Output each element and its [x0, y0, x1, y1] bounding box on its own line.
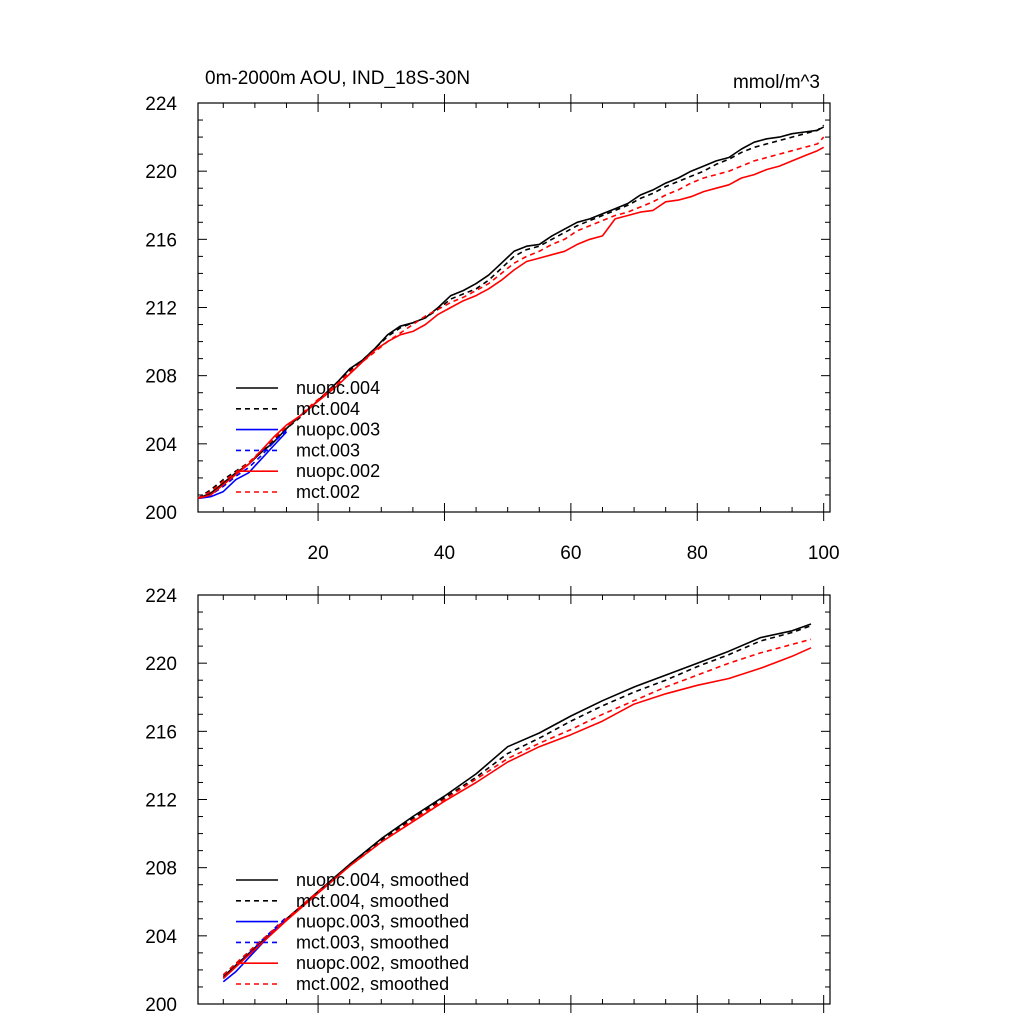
series-line-mct-003	[197, 429, 288, 500]
series-line-nuopc-004	[197, 126, 825, 500]
y-tick-label: 220	[145, 654, 177, 675]
x-tick-label: 60	[560, 543, 581, 564]
plot-frame	[197, 102, 831, 513]
legend-label: mct.004	[296, 399, 360, 419]
legend-label: nuopc.004, smoothed	[296, 870, 469, 890]
plot-frame	[197, 594, 831, 1005]
legend-label: nuopc.003, smoothed	[296, 912, 469, 932]
chart-title: 0m-2000m AOU, IND_18S-30N	[205, 68, 470, 89]
legend-label: nuopc.004	[296, 378, 380, 398]
legend-label: mct.002, smoothed	[296, 974, 449, 994]
y-tick-label: 208	[145, 859, 177, 880]
units-label: mmol/m^3	[733, 72, 820, 93]
y-tick-label: 224	[145, 94, 177, 115]
legend-label: nuopc.002	[296, 461, 380, 481]
series-line-mct-004-smoothed	[222, 624, 812, 976]
y-tick-label: 200	[145, 503, 177, 524]
y-tick-label: 212	[145, 299, 177, 320]
y-tick-label: 216	[145, 722, 177, 743]
y-tick-label: 212	[145, 791, 177, 812]
x-tick-label: 40	[434, 543, 455, 564]
bottom-panel: 200 204 208 212 216 220 224 nuopc.004, smoothed…	[145, 586, 831, 1016]
y-tick-label: 208	[145, 367, 177, 388]
series-line-nuopc-003-smoothed	[222, 918, 288, 983]
x-tick-label: 100	[808, 543, 840, 564]
legend-label: nuopc.003	[296, 420, 380, 440]
top-panel: 0m-2000m AOU, IND_18S-30N mmol/m^3 200 20…	[145, 68, 839, 564]
series-line-mct-002	[197, 136, 825, 500]
series-line-nuopc-002	[197, 146, 825, 500]
legend-label: mct.003	[296, 440, 360, 460]
series-line-nuopc-004-smoothed	[222, 623, 812, 978]
y-tick-label: 220	[145, 162, 177, 183]
series-line-nuopc-002-smoothed	[222, 647, 812, 979]
y-tick-label: 200	[145, 995, 177, 1016]
legend-label: mct.002	[296, 482, 360, 502]
y-tick-label: 216	[145, 230, 177, 251]
series-line-mct-004	[197, 124, 825, 500]
legend-label: mct.003, smoothed	[296, 932, 449, 952]
y-tick-label: 224	[145, 586, 177, 607]
series-line-nuopc-003	[197, 431, 288, 500]
y-tick-label: 204	[145, 435, 177, 456]
legend-label: mct.004, smoothed	[296, 891, 449, 911]
legend-label: nuopc.002, smoothed	[296, 953, 469, 973]
x-tick-label: 20	[308, 543, 329, 564]
x-tick-label: 80	[687, 543, 708, 564]
series-line-mct-003-smoothed	[222, 916, 288, 979]
y-tick-label: 204	[145, 927, 177, 948]
